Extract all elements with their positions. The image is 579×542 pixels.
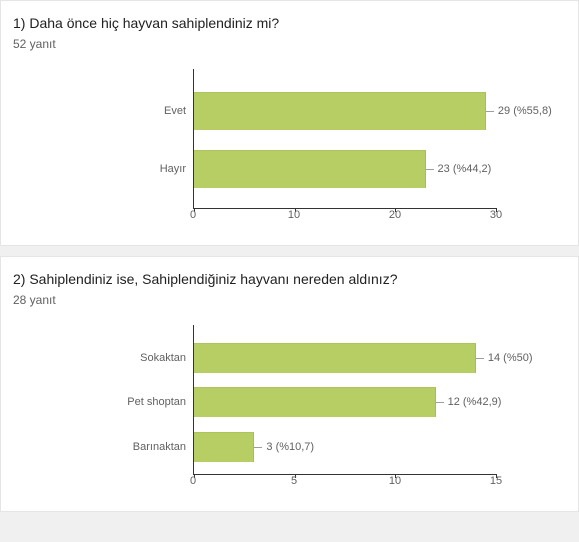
bar-row: Pet shoptan12 (%42,9): [194, 387, 436, 417]
responses-count: 28 yanıt: [13, 293, 566, 307]
bar: [194, 432, 254, 462]
value-label-text: 3 (%10,7): [256, 441, 314, 453]
category-label: Sokaktan: [14, 352, 194, 364]
value-label: 14 (%50): [476, 352, 533, 364]
category-label: Evet: [14, 105, 194, 117]
x-tick-label: 0: [190, 209, 196, 221]
bar: [194, 150, 426, 188]
value-label: 12 (%42,9): [436, 396, 502, 408]
category-label: Pet shoptan: [14, 396, 194, 408]
question-card: 1) Daha önce hiç hayvan sahiplendiniz mi…: [0, 0, 579, 246]
bar: [194, 387, 436, 417]
bar: [194, 92, 486, 130]
x-tick-label: 10: [288, 209, 300, 221]
bar-row: Evet29 (%55,8): [194, 92, 486, 130]
x-tick-label: 5: [291, 475, 297, 487]
question-card: 2) Sahiplendiniz ise, Sahiplendiğiniz ha…: [0, 256, 579, 512]
question-title: 2) Sahiplendiniz ise, Sahiplendiğiniz ha…: [13, 271, 566, 287]
value-label: 29 (%55,8): [486, 105, 552, 117]
bar-row: Barınaktan3 (%10,7): [194, 432, 254, 462]
question-title: 1) Daha önce hiç hayvan sahiplendiniz mi…: [13, 15, 566, 31]
plot-area: Evet29 (%55,8) Hayır23 (%44,2): [193, 69, 496, 209]
bar-row: Sokaktan14 (%50): [194, 343, 476, 373]
bar-row: Hayır23 (%44,2): [194, 150, 426, 188]
value-label-text: 14 (%50): [478, 352, 533, 364]
x-axis-ticks: 051015: [193, 475, 496, 493]
x-tick-label: 0: [190, 475, 196, 487]
value-label-text: 29 (%55,8): [488, 105, 552, 117]
plot-area: Sokaktan14 (%50) Pet shoptan12 (%42,9) Bar…: [193, 325, 496, 475]
category-label: Hayır: [14, 163, 194, 175]
value-label-text: 23 (%44,2): [428, 163, 492, 175]
bar: [194, 343, 476, 373]
responses-count: 52 yanıt: [13, 37, 566, 51]
x-tick-label: 10: [389, 475, 401, 487]
x-tick-label: 15: [490, 475, 502, 487]
value-label: 3 (%10,7): [254, 441, 314, 453]
bar-chart: Sokaktan14 (%50)Pet shoptan12 (%42,9)Bar…: [13, 325, 566, 493]
value-label: 23 (%44,2): [426, 163, 492, 175]
value-label-text: 12 (%42,9): [438, 396, 502, 408]
x-axis-ticks: 0102030: [193, 209, 496, 227]
category-label: Barınaktan: [14, 441, 194, 453]
bar-chart: Evet29 (%55,8)Hayır23 (%44,2)0102030: [13, 69, 566, 227]
x-tick-label: 20: [389, 209, 401, 221]
x-tick-label: 30: [490, 209, 502, 221]
